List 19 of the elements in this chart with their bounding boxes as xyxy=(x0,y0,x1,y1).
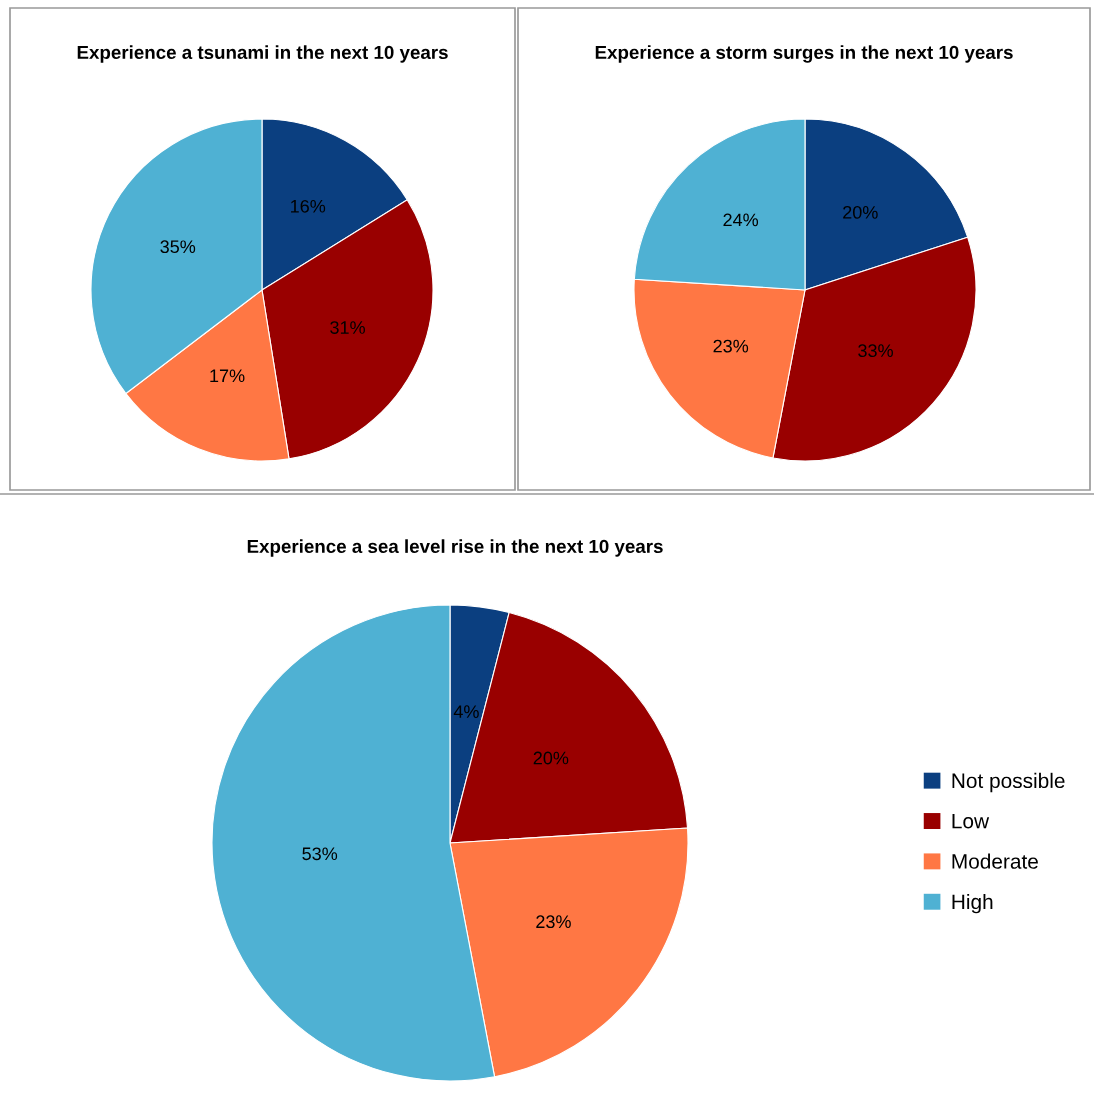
data-label: 31% xyxy=(330,321,365,334)
legend-label: Not possible xyxy=(952,772,1065,793)
data-label: 24% xyxy=(723,213,759,227)
chart-title: Experience a sea level rise in the next 10 years xyxy=(247,539,663,557)
legend-label: Low xyxy=(952,813,990,829)
data-label: 20% xyxy=(843,205,878,219)
legend-label: Moderate xyxy=(952,853,1038,869)
chart-title: Experience a tsunami in the next 10 years xyxy=(77,45,448,63)
data-label: 4% xyxy=(453,705,479,718)
data-label: 53% xyxy=(302,847,338,861)
data-label: 23% xyxy=(713,339,749,353)
data-label: 17% xyxy=(210,369,245,383)
chart-title: Experience a storm surges in the next 10 years xyxy=(595,45,1013,63)
legend-label: High xyxy=(952,893,993,914)
data-label: 35% xyxy=(160,240,196,254)
data-label: 23% xyxy=(536,915,571,929)
data-label: 20% xyxy=(533,751,569,765)
data-label: 33% xyxy=(858,344,893,358)
data-label: 16% xyxy=(291,199,326,213)
